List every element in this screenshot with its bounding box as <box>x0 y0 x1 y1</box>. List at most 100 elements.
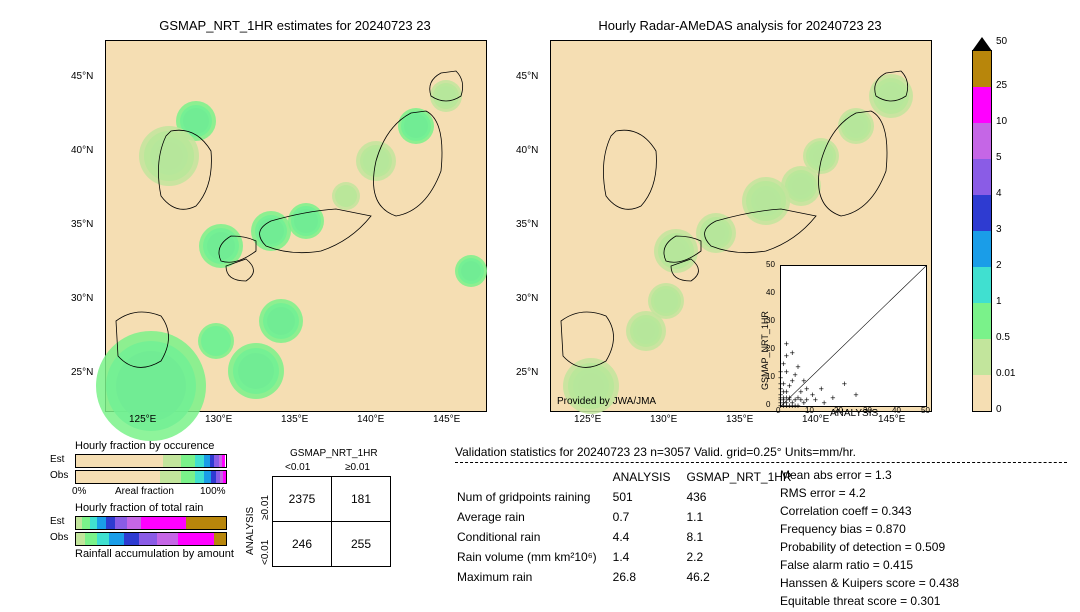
y-tick: 25°N <box>71 367 93 378</box>
y-tick: 30°N <box>71 293 93 304</box>
cont-col-header: GSMAP_NRT_1HR <box>290 448 378 459</box>
val-row-a: 26.8 <box>613 568 685 586</box>
scatter-xtick: 20 <box>834 406 843 415</box>
colorbar-segment <box>973 303 991 339</box>
scatter-ytick: 0 <box>766 400 770 409</box>
y-tick: 35°N <box>516 219 538 230</box>
val-row-label: Rain volume (mm km²10⁶) <box>457 548 611 566</box>
scatter-point: + <box>798 397 803 403</box>
total-bar-est <box>75 516 227 530</box>
scatter-plot: ++++++++++++++++++++++++++++++++++++++++… <box>780 265 927 407</box>
occ-obs-label: Obs <box>50 470 68 481</box>
fraction-segment <box>225 455 227 467</box>
metric-line: False alarm ratio = 0.415 <box>780 556 959 574</box>
colorbar-segment <box>973 267 991 303</box>
scatter-xtick: 50 <box>921 406 930 415</box>
fraction-segment <box>195 455 204 467</box>
colorbar-arrow-icon <box>972 37 992 51</box>
colorbar-segment <box>973 123 991 159</box>
y-tick: 35°N <box>71 219 93 230</box>
cont-col0: <0.01 <box>285 462 310 473</box>
scatter-point: + <box>784 400 789 406</box>
cont-cell-00: 2375 <box>273 477 332 522</box>
total-title: Hourly fraction of total rain <box>75 502 203 514</box>
x-tick: 125°E <box>574 414 601 425</box>
fraction-segment <box>160 471 181 483</box>
occ-est-label: Est <box>50 454 64 465</box>
scatter-point: + <box>790 350 795 356</box>
y-tick: 45°N <box>516 71 538 82</box>
scatter-point: + <box>784 353 789 359</box>
metric-line: RMS error = 4.2 <box>780 484 959 502</box>
contingency-table: 2375181 246255 <box>272 476 391 567</box>
scatter-ytick: 20 <box>766 344 775 353</box>
colorbar-segment <box>973 375 991 411</box>
y-tick: 45°N <box>71 71 93 82</box>
fraction-segment <box>109 533 124 545</box>
scatter-point: + <box>778 395 783 401</box>
colorbar-label: 4 <box>996 188 1002 199</box>
scatter-point: + <box>784 369 789 375</box>
scatter-point: + <box>813 397 818 403</box>
scatter-point: + <box>853 392 858 398</box>
fraction-segment <box>97 517 106 529</box>
colorbar-label: 1 <box>996 296 1002 307</box>
colorbar-segment <box>973 195 991 231</box>
fraction-segment <box>124 533 139 545</box>
x-tick: 135°E <box>281 414 308 425</box>
y-tick: 25°N <box>516 367 538 378</box>
cont-row-header: ANALYSIS <box>245 507 256 555</box>
scatter-point: + <box>778 381 783 387</box>
fraction-segment <box>76 533 85 545</box>
fraction-segment <box>181 471 195 483</box>
scatter-point: + <box>781 361 786 367</box>
fraction-segment <box>157 533 178 545</box>
tot-est-label: Est <box>50 516 64 527</box>
scatter-point: + <box>778 369 783 375</box>
x-tick: 140°E <box>802 414 829 425</box>
val-colh-0: ANALYSIS <box>613 468 685 486</box>
colorbar-label: 0.5 <box>996 332 1010 343</box>
cont-cell-01: 181 <box>332 477 391 522</box>
scatter-point: + <box>804 386 809 392</box>
scatter-xtick: 10 <box>805 406 814 415</box>
x-tick: 125°E <box>129 414 156 425</box>
validation-metrics: Mean abs error = 1.3RMS error = 4.2Corre… <box>780 466 959 610</box>
map-attribution: Provided by JWA/JMA <box>557 396 656 407</box>
y-tick: 40°N <box>71 145 93 156</box>
fraction-segment <box>141 517 186 529</box>
fraction-segment <box>90 517 98 529</box>
scatter-point: + <box>790 403 795 409</box>
colorbar-segment <box>973 87 991 123</box>
metrics-divider <box>967 462 1067 463</box>
scatter-point: + <box>793 372 798 378</box>
colorbar-top-label: 50 <box>996 36 1007 47</box>
colorbar-segment <box>973 51 991 87</box>
fraction-segment <box>85 533 97 545</box>
right-map-title: Hourly Radar-AMeDAS analysis for 2024072… <box>550 18 930 33</box>
occ-x2: 100% <box>200 486 226 497</box>
val-row-a: 0.7 <box>613 508 685 526</box>
validation-divider <box>455 462 965 463</box>
scatter-point: + <box>795 364 800 370</box>
val-row-a: 4.4 <box>613 528 685 546</box>
fraction-segment <box>127 517 141 529</box>
fraction-segment <box>115 517 127 529</box>
fraction-segment <box>186 517 227 529</box>
y-tick: 40°N <box>516 145 538 156</box>
colorbar-label: 0.01 <box>996 368 1015 379</box>
fraction-segment <box>178 533 214 545</box>
left-map-panel <box>105 40 487 412</box>
scatter-ytick: 40 <box>766 288 775 297</box>
fraction-segment <box>214 533 226 545</box>
colorbar-segment <box>973 231 991 267</box>
val-row-a: 1.4 <box>613 548 685 566</box>
metric-line: Probability of detection = 0.509 <box>780 538 959 556</box>
fraction-segment <box>223 471 226 483</box>
occ-x1: Areal fraction <box>115 486 174 497</box>
metric-line: Mean abs error = 1.3 <box>780 466 959 484</box>
scatter-xtick: 40 <box>892 406 901 415</box>
val-row-label: Maximum rain <box>457 568 611 586</box>
fraction-segment <box>195 471 204 483</box>
accum-title: Rainfall accumulation by amount <box>75 548 234 560</box>
